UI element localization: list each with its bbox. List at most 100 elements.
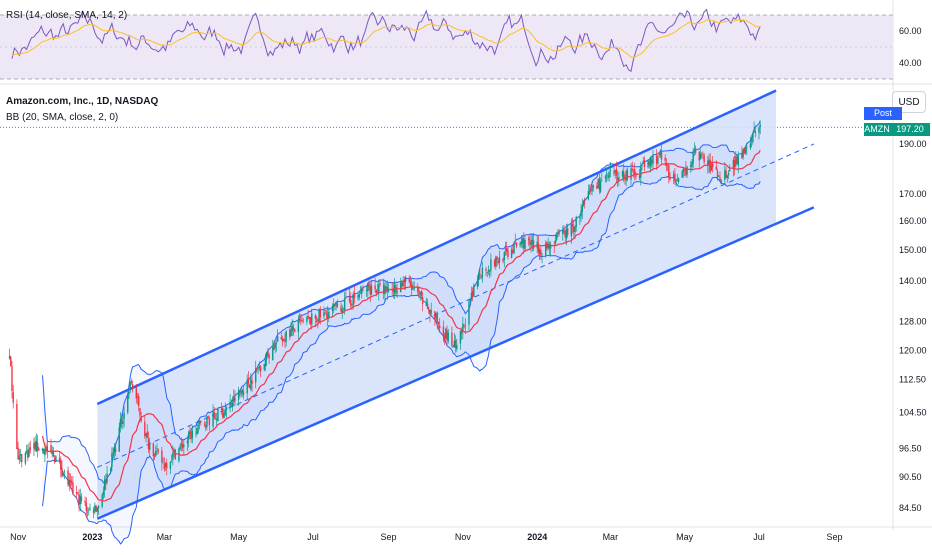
candle-body	[548, 243, 551, 249]
time-axis-tick: 2024	[527, 532, 547, 542]
candle-body	[265, 352, 268, 360]
candle	[80, 493, 83, 504]
candle	[396, 283, 398, 298]
candle	[452, 344, 454, 348]
candle-body	[507, 250, 509, 258]
candle	[445, 327, 447, 342]
candle-body	[651, 159, 653, 164]
candle	[350, 292, 352, 309]
candle	[365, 285, 368, 297]
candle-body	[443, 335, 446, 339]
candle-body	[385, 286, 387, 289]
candle	[251, 375, 253, 392]
candle-body	[596, 185, 598, 189]
candle-body	[181, 444, 184, 448]
candle	[420, 289, 423, 298]
candle-body	[686, 166, 688, 175]
candle	[97, 505, 100, 515]
candle	[742, 148, 744, 160]
candle-body	[187, 432, 190, 440]
candle-body	[521, 237, 524, 244]
candle	[675, 178, 677, 187]
candle-body	[460, 329, 463, 334]
candle	[571, 217, 574, 234]
candle-body	[79, 495, 81, 505]
candle	[259, 365, 262, 378]
candle	[609, 161, 612, 178]
candle	[8, 348, 11, 360]
candle	[651, 155, 653, 168]
candle-body	[623, 171, 625, 179]
candle	[693, 142, 696, 156]
rsi-line	[11, 8, 761, 73]
candle-body	[341, 309, 343, 314]
candle	[557, 229, 559, 238]
candle-body	[51, 451, 53, 455]
time-axis-tick: Jul	[753, 532, 765, 542]
candle-body	[163, 463, 166, 470]
candle	[558, 229, 560, 237]
candle-body	[693, 148, 696, 150]
price-axis-tick: 150.00	[899, 245, 927, 255]
candle	[345, 290, 347, 299]
candle	[294, 328, 296, 333]
candle-body	[111, 452, 113, 467]
candle-body	[515, 243, 518, 247]
candle	[690, 160, 692, 173]
time-axis-tick: 2023	[82, 532, 102, 542]
candle-body	[486, 271, 488, 273]
candle	[68, 472, 70, 492]
candle-body	[421, 297, 424, 304]
candle	[300, 313, 302, 326]
candle	[324, 310, 326, 316]
candle	[514, 233, 516, 245]
candle	[548, 241, 551, 256]
candle	[626, 167, 629, 181]
post-badge: Post	[864, 107, 902, 120]
candle	[727, 170, 730, 180]
candle	[490, 253, 492, 277]
candle-body	[267, 350, 269, 356]
candle	[401, 279, 403, 290]
candle	[425, 297, 428, 307]
candle-body	[172, 452, 174, 460]
candle	[573, 219, 575, 238]
candle	[77, 492, 79, 495]
candle	[582, 200, 585, 206]
candle-body	[60, 459, 62, 470]
candle-body	[302, 319, 304, 321]
candle	[434, 310, 436, 326]
candle-body	[659, 152, 661, 156]
candle-body	[413, 286, 415, 289]
candle-body	[231, 402, 234, 406]
price-axis-tick: 128.00	[899, 316, 927, 326]
candle	[442, 320, 445, 342]
candle	[94, 502, 96, 515]
candle	[655, 149, 658, 170]
candle	[19, 448, 22, 462]
candle	[88, 507, 90, 516]
candle-body	[520, 241, 523, 244]
candle-body	[607, 176, 609, 177]
candle	[538, 247, 541, 261]
candle	[69, 473, 72, 490]
candle-body	[62, 473, 64, 476]
time-axis-tick: Mar	[603, 532, 619, 542]
candle	[28, 442, 30, 458]
candle-body	[224, 410, 226, 415]
candle	[605, 167, 608, 183]
candle	[129, 381, 131, 394]
candle-body	[579, 217, 581, 219]
candle	[292, 323, 295, 336]
candle	[152, 442, 155, 462]
candle	[105, 473, 107, 490]
candle-body	[156, 448, 158, 450]
time-axis-tick: Sep	[827, 532, 843, 542]
candle-body	[301, 320, 303, 322]
candle	[285, 330, 287, 347]
candle	[95, 504, 97, 512]
candle-body	[400, 282, 402, 293]
candle	[241, 388, 244, 397]
